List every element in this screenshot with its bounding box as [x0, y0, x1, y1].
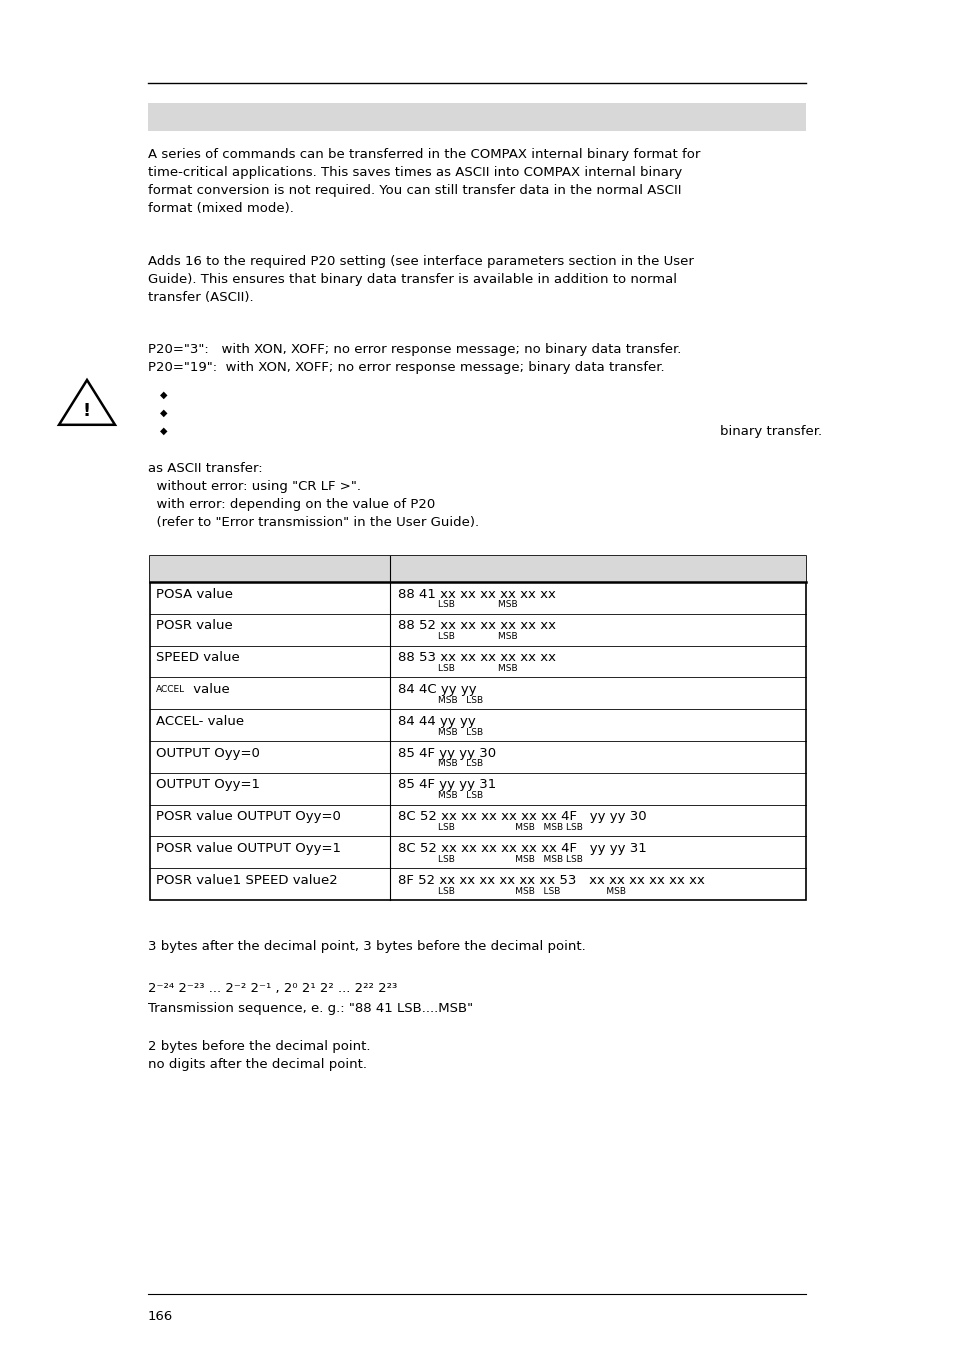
Text: 166: 166 [148, 1310, 173, 1323]
Text: 8F 52 xx xx xx xx xx xx 53   xx xx xx xx xx xx: 8F 52 xx xx xx xx xx xx 53 xx xx xx xx x… [397, 874, 704, 886]
Text: 8C 52 xx xx xx xx xx xx 4F   yy yy 30: 8C 52 xx xx xx xx xx xx 4F yy yy 30 [397, 811, 646, 823]
Text: without error: using "CR LF >".: without error: using "CR LF >". [148, 480, 360, 493]
Text: as ASCII transfer:: as ASCII transfer: [148, 462, 262, 476]
Text: LSB                     MSB   MSB LSB: LSB MSB MSB LSB [437, 855, 582, 863]
Text: 85 4F yy yy 30: 85 4F yy yy 30 [397, 747, 496, 759]
Text: MSB   LSB: MSB LSB [437, 696, 482, 705]
Text: 2 bytes before the decimal point.: 2 bytes before the decimal point. [148, 1040, 370, 1052]
Text: SPEED value: SPEED value [156, 651, 239, 665]
Text: LSB                     MSB   LSB                MSB: LSB MSB LSB MSB [437, 886, 625, 896]
Bar [148, 103, 805, 131]
Text: 8C 52 xx xx xx xx xx xx 4F   yy yy 31: 8C 52 xx xx xx xx xx xx 4F yy yy 31 [397, 842, 646, 855]
Text: POSR value1 SPEED value2: POSR value1 SPEED value2 [156, 874, 337, 886]
Text: ACCEL- value: ACCEL- value [156, 715, 244, 728]
Text: POSA value: POSA value [156, 588, 233, 601]
Text: LSB               MSB: LSB MSB [437, 600, 517, 609]
Text: LSB                     MSB   MSB LSB: LSB MSB MSB LSB [437, 823, 582, 832]
Text: 85 4F yy yy 31: 85 4F yy yy 31 [397, 778, 496, 792]
Text: 88 52 xx xx xx xx xx xx: 88 52 xx xx xx xx xx xx [397, 619, 556, 632]
Text: Transmission sequence, e. g.: "88 41 LSB....MSB": Transmission sequence, e. g.: "88 41 LSB… [148, 1002, 473, 1015]
Text: 84 4C yy yy: 84 4C yy yy [397, 684, 476, 696]
Text: ◆: ◆ [160, 390, 168, 400]
Text: ACCEL: ACCEL [156, 685, 185, 694]
Text: !: ! [83, 401, 91, 420]
Text: A series of commands can be transferred in the COMPAX internal binary format for: A series of commands can be transferred … [148, 149, 700, 215]
Text: value: value [189, 684, 230, 696]
Text: 84 44 yy yy: 84 44 yy yy [397, 715, 476, 728]
Text: ◆: ◆ [160, 426, 168, 436]
Text: 88 41 xx xx xx xx xx xx: 88 41 xx xx xx xx xx xx [397, 588, 556, 601]
Text: MSB   LSB: MSB LSB [437, 759, 482, 769]
Text: no digits after the decimal point.: no digits after the decimal point. [148, 1058, 367, 1071]
Text: OUTPUT Oyy=1: OUTPUT Oyy=1 [156, 778, 260, 792]
Bar [150, 557, 805, 900]
Text: POSR value OUTPUT Oyy=0: POSR value OUTPUT Oyy=0 [156, 811, 340, 823]
Text: OUTPUT Oyy=0: OUTPUT Oyy=0 [156, 747, 259, 759]
Bar [150, 557, 805, 582]
Text: ◆: ◆ [160, 408, 168, 417]
Text: POSR value: POSR value [156, 619, 233, 632]
Text: LSB               MSB: LSB MSB [437, 632, 517, 642]
Text: MSB   LSB: MSB LSB [437, 728, 482, 736]
Text: 2⁻²⁴ 2⁻²³ ... 2⁻² 2⁻¹ , 2⁰ 2¹ 2² ... 2²² 2²³: 2⁻²⁴ 2⁻²³ ... 2⁻² 2⁻¹ , 2⁰ 2¹ 2² ... 2²²… [148, 982, 396, 994]
Text: 88 53 xx xx xx xx xx xx: 88 53 xx xx xx xx xx xx [397, 651, 556, 665]
Text: P20="3":   with XON, XOFF; no error response message; no binary data transfer.
P: P20="3": with XON, XOFF; no error respon… [148, 343, 680, 374]
Text: with error: depending on the value of P20: with error: depending on the value of P2… [148, 499, 435, 511]
Text: Adds 16 to the required P20 setting (see interface parameters section in the Use: Adds 16 to the required P20 setting (see… [148, 255, 693, 304]
Text: POSR value OUTPUT Oyy=1: POSR value OUTPUT Oyy=1 [156, 842, 340, 855]
Text: LSB               MSB: LSB MSB [437, 663, 517, 673]
Text: binary transfer.: binary transfer. [720, 424, 821, 438]
Text: (refer to "Error transmission" in the User Guide).: (refer to "Error transmission" in the Us… [148, 516, 478, 530]
Text: 3 bytes after the decimal point, 3 bytes before the decimal point.: 3 bytes after the decimal point, 3 bytes… [148, 940, 585, 952]
Text: MSB   LSB: MSB LSB [437, 792, 482, 800]
